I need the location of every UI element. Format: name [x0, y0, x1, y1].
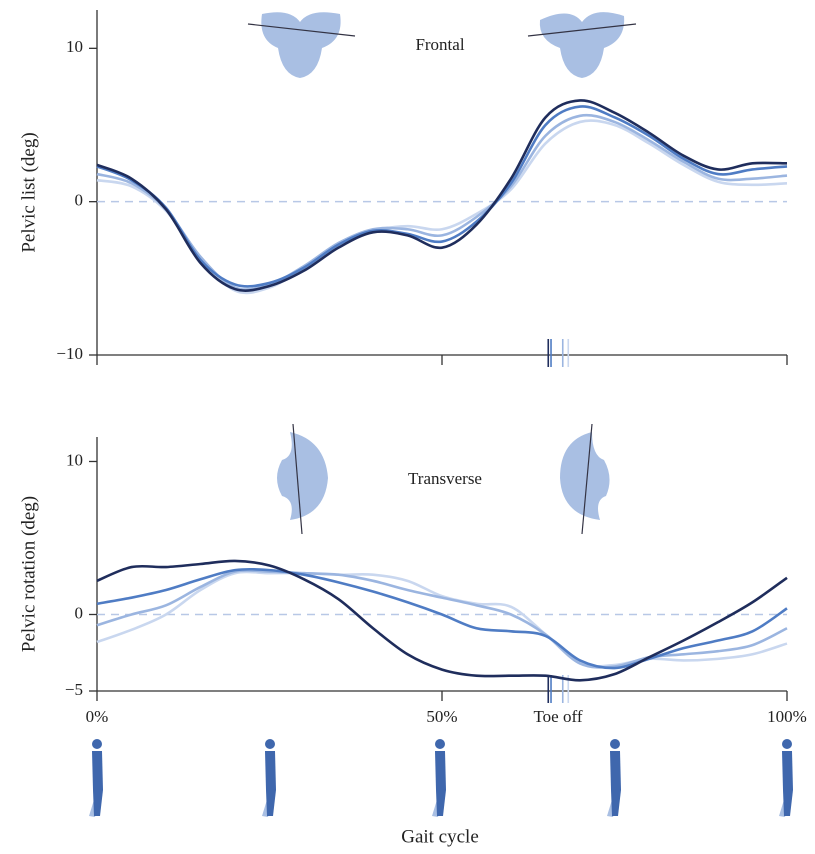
x-tick-label: 100%	[767, 707, 807, 726]
series-line	[97, 106, 787, 286]
walker-body	[610, 751, 621, 816]
walker-body	[782, 751, 793, 816]
y-tick-label: 10	[66, 450, 83, 469]
decorations	[248, 12, 636, 534]
walker-body	[265, 751, 276, 816]
x-axis-label: Gait cycle	[401, 826, 479, 847]
toe-off-label: Toe off	[533, 707, 582, 726]
walker-head	[92, 739, 102, 749]
series-line	[97, 121, 787, 293]
x-tick-label: 50%	[426, 707, 457, 726]
y-tick-label: −5	[65, 680, 83, 699]
walker-head	[265, 739, 275, 749]
y-tick-label: 0	[75, 603, 84, 622]
panel-title: Frontal	[415, 35, 464, 54]
y-tick-label: 10	[66, 37, 83, 56]
x-tick-label: 0%	[86, 707, 109, 726]
y-tick-label: 0	[75, 191, 84, 210]
walking-figures	[89, 739, 793, 817]
y-axis-label: Pelvic rotation (deg)	[18, 496, 39, 652]
panel-title: Transverse	[408, 469, 482, 488]
series-line	[97, 100, 787, 290]
series-line	[97, 570, 787, 667]
y-tick-label: −10	[56, 344, 83, 363]
walker-body	[92, 751, 103, 816]
pelvis-icon	[540, 12, 624, 78]
pelvis-icon	[277, 432, 328, 520]
y-axis-label: Pelvic list (deg)	[18, 132, 39, 252]
walker-head	[782, 739, 792, 749]
figure: −10010Pelvic list (deg)Frontal−50100%50%…	[0, 0, 815, 854]
walker-head	[610, 739, 620, 749]
walker-head	[435, 739, 445, 749]
pelvis-icon	[261, 12, 340, 78]
walker-body	[435, 751, 446, 816]
